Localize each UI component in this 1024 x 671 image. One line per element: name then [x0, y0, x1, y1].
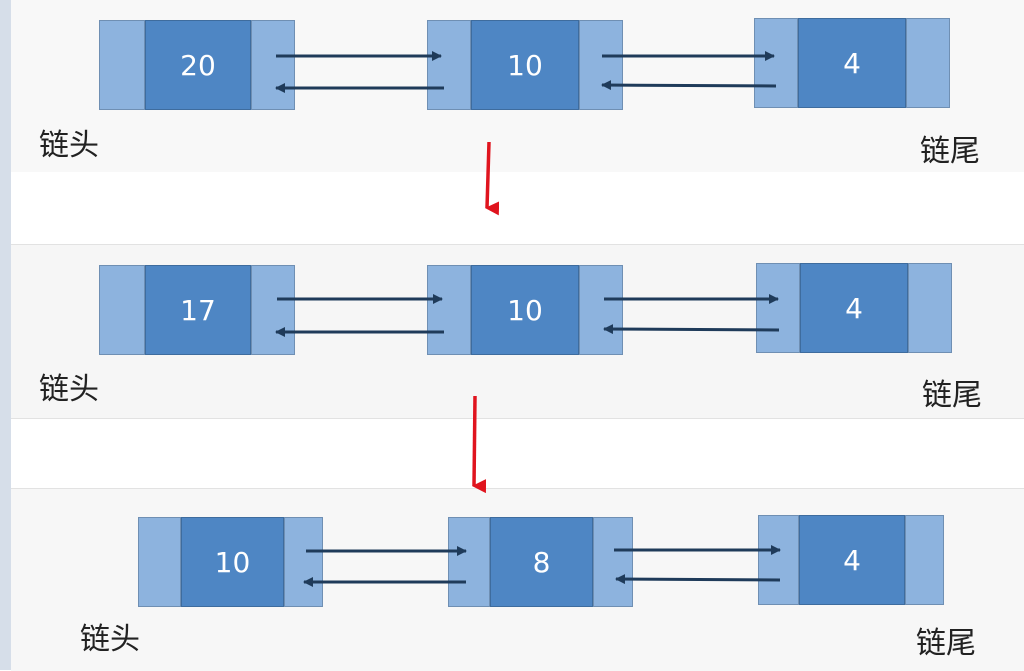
next-pointer-cell [579, 20, 623, 110]
next-pointer-cell [251, 20, 295, 110]
node-value: 10 [181, 517, 284, 607]
list-node: 4 [758, 515, 944, 605]
prev-pointer-cell [756, 263, 800, 353]
next-pointer-cell [284, 517, 323, 607]
prev-pointer-cell [427, 20, 471, 110]
list-node: 4 [754, 18, 950, 108]
node-value: 4 [799, 515, 905, 605]
tail-label: 链尾 [920, 134, 980, 169]
node-value: 10 [471, 20, 579, 110]
prev-link-arrow [615, 574, 781, 585]
node-value: 20 [145, 20, 251, 110]
tail-label: 链尾 [916, 626, 976, 661]
list-node: 4 [756, 263, 952, 353]
next-pointer-cell [905, 515, 944, 605]
next-pointer-cell [251, 265, 295, 355]
transition-arrow [485, 141, 500, 216]
transition-arrow [472, 395, 487, 494]
list-node: 8 [448, 517, 633, 607]
prev-link-arrow [601, 80, 777, 91]
head-label: 链头 [80, 622, 140, 657]
next-pointer-cell [593, 517, 633, 607]
node-value: 4 [800, 263, 908, 353]
next-pointer-cell [906, 18, 950, 108]
next-pointer-cell [908, 263, 952, 353]
prev-pointer-cell [138, 517, 181, 607]
head-label: 链头 [39, 372, 99, 407]
prev-pointer-cell [758, 515, 799, 605]
tail-label: 链尾 [922, 378, 982, 413]
left-edge-strip [0, 0, 11, 670]
prev-pointer-cell [99, 265, 145, 355]
list-node: 17 [99, 265, 295, 355]
prev-link-arrow [603, 324, 780, 335]
prev-pointer-cell [448, 517, 490, 607]
node-value: 10 [471, 265, 579, 355]
node-value: 4 [798, 18, 906, 108]
head-label: 链头 [39, 128, 99, 163]
prev-pointer-cell [427, 265, 471, 355]
next-pointer-cell [579, 265, 623, 355]
node-value: 8 [490, 517, 593, 607]
prev-pointer-cell [754, 18, 798, 108]
list-node: 10 [427, 20, 623, 110]
list-node: 10 [138, 517, 323, 607]
list-node: 10 [427, 265, 623, 355]
node-value: 17 [145, 265, 251, 355]
list-node: 20 [99, 20, 295, 110]
prev-pointer-cell [99, 20, 145, 110]
